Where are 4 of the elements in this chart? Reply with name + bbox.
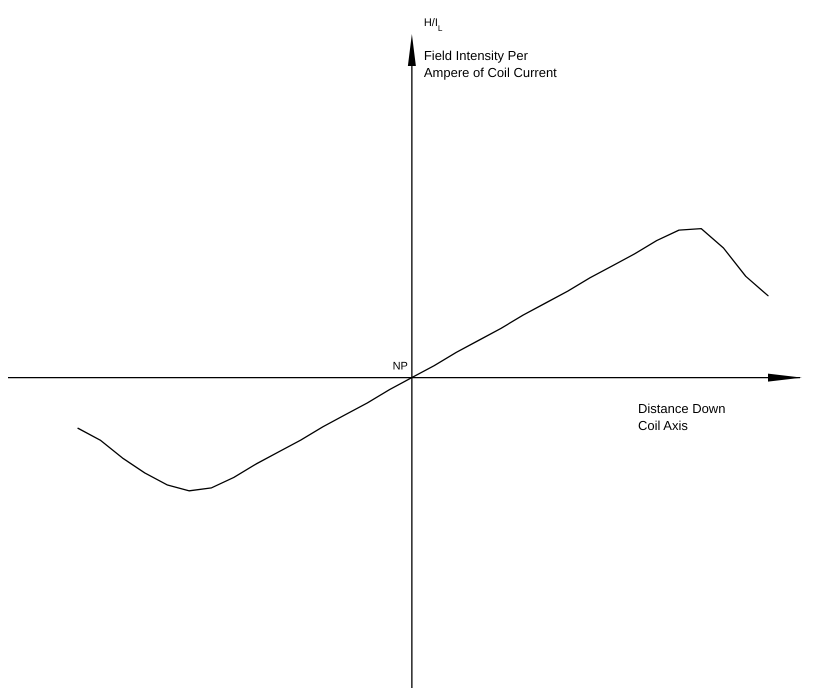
text: Field Intensity Per Ampere of Coil Current xyxy=(424,48,558,80)
x-axis-title: Distance Down Coil Axis xyxy=(638,401,726,433)
annotation: NP xyxy=(392,360,408,373)
text: H/I$_{L}$ xyxy=(424,17,443,32)
